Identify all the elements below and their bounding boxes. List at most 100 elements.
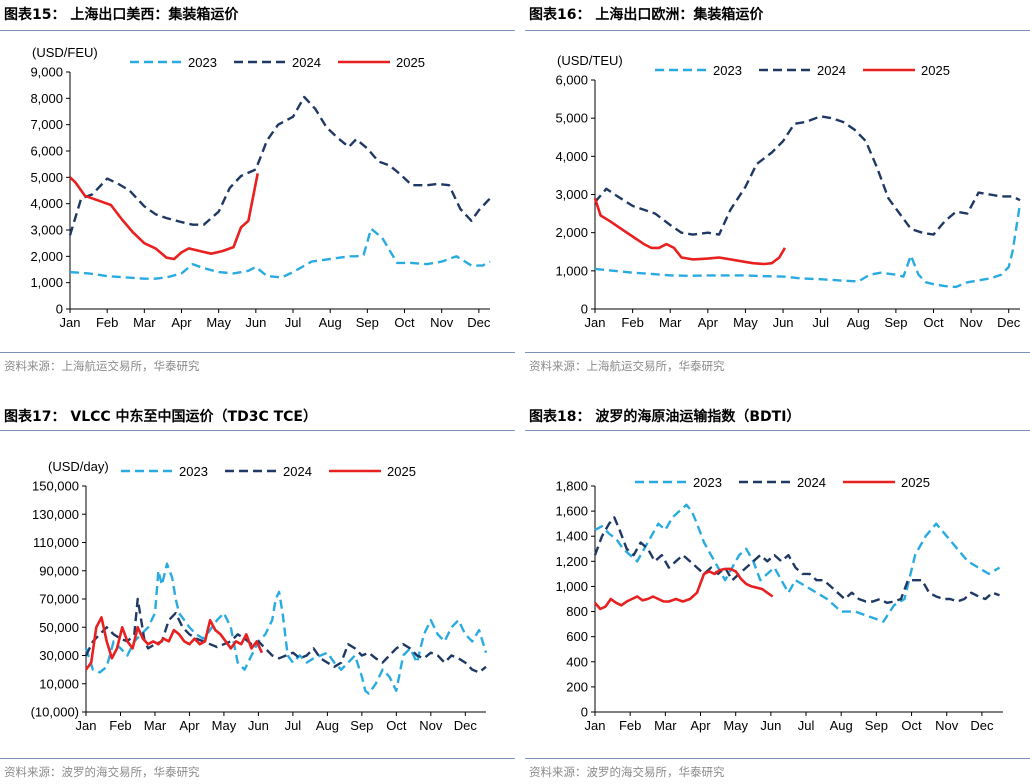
x-tick-label: May [723,718,748,733]
legend-label-2024: 2024 [797,475,826,490]
series-line-2024 [68,95,491,236]
chart-source: 资料来源：上海航运交易所，华泰研究 [4,359,200,373]
title-rule [525,30,1030,31]
y-tick-label: 2,000 [555,225,588,240]
x-tick-label: Jan [76,718,97,733]
series-line-2024 [84,597,487,674]
chart-panel-18: 图表18： 波罗的海原油运输指数（BDTI） 0 200 400 600 800 1,00… [525,402,1030,784]
x-tick-label: Oct [901,718,922,733]
x-tick-label: Sep [350,718,373,733]
series-line-2023 [84,562,488,695]
x-tick-label: Aug [319,315,342,330]
unit-label: (USD/day) [48,459,109,474]
series-line-2023 [594,203,1022,289]
chart-source: 资料来源：上海航运交易所，华泰研究 [529,359,725,373]
y-tick-label: 10,000 [39,676,79,691]
y-tick-label: 70,000 [39,592,79,607]
x-tick-label: Jul [285,718,302,733]
x-tick-label: Jun [760,718,781,733]
unit-label: (USD/FEU) [32,45,98,60]
x-tick-label: Jul [285,315,302,330]
series-line-2023 [594,503,1001,623]
chart-panel-17: 图表17： VLCC 中东至中国运价（TD3C TCE） (USD/day) (1… [0,402,515,784]
y-tick-label: 4,000 [555,149,588,164]
chart-svg: 0 200 400 600 800 1,000 1,200 1,400 1,600 1,800 Ja… [555,475,1003,733]
x-tick-label: Feb [96,315,118,330]
y-tick-label: 150,000 [32,479,79,494]
x-tick-label: Jun [245,315,266,330]
x-tick-label: Feb [109,718,131,733]
y-tick-label: 6,000 [555,73,588,88]
y-tick-label: 5,000 [30,170,63,185]
series-line-2025 [69,173,259,261]
x-tick-label: Jun [248,718,269,733]
y-tick-label: 8,000 [30,91,63,106]
x-tick-label: Sep [865,718,888,733]
y-tick-label: 7,000 [30,117,63,132]
source-rule [525,758,1030,759]
y-tick-label: 0 [581,302,588,317]
y-tick-label: 3,000 [30,223,63,238]
source-rule [525,352,1030,353]
y-tick-label: 400 [566,654,588,669]
y-tick-label: 0 [56,302,63,317]
x-tick-label: Aug [316,718,339,733]
y-tick-label: 200 [566,679,588,694]
y-tick-label: 1,000 [30,275,63,290]
legend-label-2023: 2023 [693,475,722,490]
y-tick-label: 90,000 [39,563,79,578]
chart-title: 图表15： 上海出口美西：集装箱运价 [4,7,239,23]
title-rule [525,430,1030,431]
legend-label-2025: 2025 [901,475,930,490]
chart-panel-15: 图表15： 上海出口美西：集装箱运价 (USD/FEU) 0 1,000 2,000 3… [0,0,515,392]
title-rule [0,430,515,431]
x-tick-label: Jan [585,315,606,330]
chart-title: 图表16： 上海出口欧洲：集装箱运价 [529,7,764,23]
y-tick-label: 1,000 [555,263,588,278]
x-tick-label: Oct [386,718,407,733]
x-tick-label: Feb [621,315,643,330]
x-tick-label: May [212,718,237,733]
x-tick-label: Dec [454,718,478,733]
series-line-2023 [69,227,491,280]
x-tick-label: Jun [773,315,794,330]
x-tick-label: Oct [394,315,415,330]
x-tick-label: Sep [356,315,379,330]
chart-svg: (USD/FEU) 0 1,000 2,000 3,000 4,000 5,000 6,000… [30,45,491,330]
chart-svg: (USD/TEU) 0 1,000 2,000 3,000 4,000 5,000 6,000… [555,53,1022,330]
chart-source: 资料来源：波罗的海交易所，华泰研究 [4,765,200,779]
legend-label-2025: 2025 [396,55,425,70]
legend-label-2025: 2025 [387,464,416,479]
x-tick-label: Aug [847,315,870,330]
x-tick-label: Jul [812,315,829,330]
y-tick-label: 4,000 [30,196,63,211]
x-tick-label: Jul [798,718,815,733]
x-tick-label: Apr [698,315,719,330]
y-tick-label: 0 [581,705,588,720]
legend-label-2024: 2024 [817,63,846,78]
chart-svg: (USD/day) (10,000) 10,000 30,000 50,000 70,00… [31,459,488,733]
x-tick-label: Apr [179,718,200,733]
y-tick-label: 2,000 [30,249,63,264]
legend-label-2023: 2023 [713,63,742,78]
title-rule [0,30,515,31]
x-tick-label: Aug [830,718,853,733]
x-tick-label: Mar [144,718,167,733]
x-tick-label: Nov [960,315,984,330]
y-tick-label: 110,000 [33,535,79,550]
legend-label-2024: 2024 [292,55,321,70]
chart-title: 图表17： VLCC 中东至中国运价（TD3C TCE） [4,409,317,425]
legend-label-2024: 2024 [283,464,312,479]
x-tick-label: Nov [419,718,443,733]
x-tick-label: Feb [619,718,641,733]
y-tick-label: (10,000) [31,705,79,720]
legend-label-2025: 2025 [921,63,950,78]
y-tick-label: 1,000 [555,579,588,594]
x-tick-label: Nov [430,315,454,330]
x-tick-label: Dec [997,315,1021,330]
y-tick-label: 1,400 [555,529,588,544]
series-line-2025 [84,616,264,671]
x-tick-label: Dec [970,718,994,733]
x-tick-label: Mar [133,315,156,330]
x-tick-label: Mar [654,718,677,733]
